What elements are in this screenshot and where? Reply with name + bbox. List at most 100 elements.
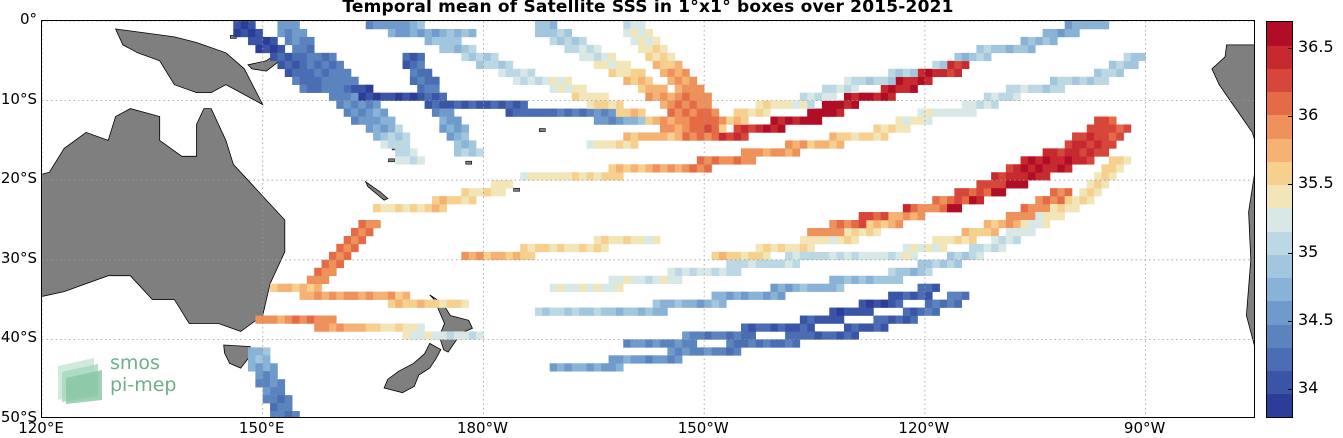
sss-cell	[615, 164, 624, 173]
sss-cell	[976, 44, 985, 54]
sss-cell	[292, 52, 300, 62]
sss-cell	[726, 267, 734, 277]
sss-cell	[843, 331, 852, 340]
sss-cell	[571, 36, 580, 46]
sss-cell	[1086, 21, 1095, 30]
sss-cell	[718, 156, 727, 165]
sss-cell	[652, 52, 661, 62]
sss-cell	[431, 299, 440, 308]
sss-cell	[431, 100, 440, 109]
sss-cell	[505, 180, 514, 189]
sss-cell	[534, 108, 543, 117]
sss-cell	[483, 188, 492, 197]
lon-label: 120°E	[18, 419, 64, 437]
sss-cell	[483, 251, 492, 261]
sss-cell	[667, 275, 676, 284]
sss-cell	[674, 84, 683, 93]
sss-cell	[306, 76, 315, 85]
sss-cell	[387, 323, 396, 332]
sss-cell	[785, 339, 793, 348]
sss-cell	[549, 36, 558, 46]
sss-cell	[1094, 172, 1102, 181]
sss-cell	[321, 291, 330, 300]
sss-cell	[1042, 36, 1051, 46]
sss-cell	[873, 251, 882, 261]
sss-cell	[424, 68, 433, 78]
sss-cell	[917, 76, 926, 85]
sss-cell	[954, 108, 962, 117]
sss-cell	[306, 60, 315, 70]
sss-cell	[461, 188, 470, 197]
sss-cell	[527, 76, 536, 85]
sss-cell	[689, 84, 698, 93]
sss-cell	[424, 36, 433, 46]
sss-cell	[343, 323, 352, 332]
sss-cell	[998, 188, 1007, 197]
sss-cell	[1072, 156, 1080, 165]
sss-cell	[461, 132, 470, 141]
sss-cell	[387, 124, 396, 133]
sss-cell	[343, 68, 352, 78]
sss-cell	[1013, 44, 1021, 54]
sss-cell	[1108, 124, 1117, 133]
sss-cell	[402, 140, 411, 149]
sss-cell	[873, 124, 882, 133]
sss-cell	[991, 243, 999, 253]
sss-cell	[255, 355, 264, 364]
sss-cell	[601, 363, 609, 372]
sss-cell	[880, 76, 889, 85]
sss-cell	[520, 68, 528, 78]
sss-cell	[637, 84, 646, 93]
sss-cell	[284, 52, 293, 62]
sss-cell	[402, 21, 411, 30]
sss-cell	[586, 243, 595, 253]
sss-cell	[682, 124, 690, 133]
sss-cell	[446, 331, 455, 340]
sss-cell	[549, 363, 558, 372]
sss-cell	[468, 188, 477, 197]
sss-cell	[615, 235, 624, 245]
sss-cell	[851, 331, 859, 340]
sss-cell	[1013, 180, 1021, 189]
sss-cell	[314, 315, 322, 324]
sss-cell	[924, 299, 933, 308]
sss-cell	[888, 267, 896, 277]
sss-cell	[689, 108, 698, 117]
sss-cell	[821, 251, 830, 261]
sss-cell	[299, 283, 308, 292]
sss-cell	[336, 243, 344, 253]
sss-cell	[696, 132, 705, 141]
colorbar-tickmark	[1288, 48, 1293, 50]
sss-cell	[373, 323, 381, 332]
sss-cell	[1035, 156, 1043, 165]
sss-cell	[557, 243, 565, 253]
sss-cell	[593, 172, 602, 181]
sss-cell	[1005, 220, 1014, 229]
sss-cell	[328, 68, 337, 78]
sss-cell	[571, 283, 580, 292]
sss-cell	[380, 116, 389, 125]
sss-cell	[726, 251, 734, 261]
sss-cell	[696, 124, 705, 133]
sss-cell	[358, 323, 367, 332]
sss-cell	[843, 307, 852, 316]
sss-cell	[409, 21, 418, 30]
sss-cell	[924, 204, 933, 213]
sss-cell	[792, 323, 801, 332]
sss-cell	[270, 379, 278, 388]
sss-cell	[843, 275, 852, 284]
sss-cell	[895, 212, 904, 221]
sss-cell	[770, 124, 779, 133]
sss-cell	[1027, 164, 1036, 173]
sss-cell	[910, 68, 918, 78]
sss-cell	[748, 339, 756, 348]
sss-cell	[1094, 116, 1102, 125]
sss-cell	[571, 243, 580, 253]
sss-cell	[387, 21, 396, 30]
sss-cell	[888, 299, 896, 308]
sss-cell	[910, 204, 918, 213]
sss-cell	[1020, 227, 1029, 237]
sss-cell	[829, 108, 837, 117]
sss-cell	[328, 52, 337, 62]
sss-cell	[660, 124, 668, 133]
